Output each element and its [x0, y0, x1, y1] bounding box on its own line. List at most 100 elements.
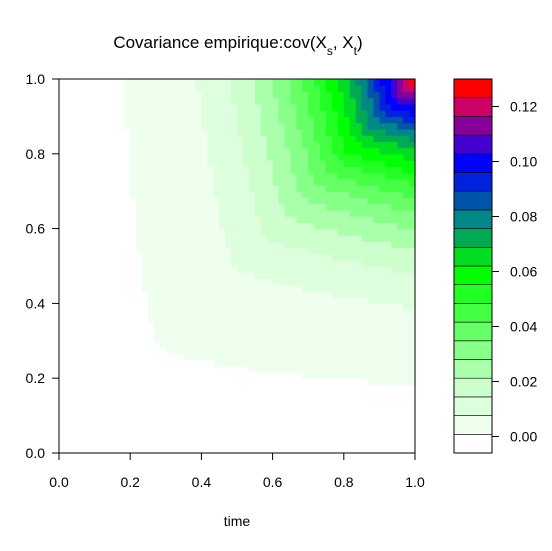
heatmap-cell [124, 128, 131, 136]
heatmap-cell [165, 322, 173, 329]
heatmap-cell [159, 428, 167, 435]
heatmap-cell [177, 396, 185, 404]
heatmap-cell [403, 384, 410, 392]
heatmap-cell [308, 228, 315, 236]
heatmap-cell [76, 322, 84, 329]
heatmap-cell [373, 428, 380, 435]
heatmap-cell [70, 135, 78, 142]
heatmap-cell [266, 415, 274, 423]
heatmap-cell [207, 284, 214, 292]
heatmap-cell [284, 166, 291, 174]
heatmap-cell [207, 353, 214, 361]
heatmap-cell [130, 384, 137, 392]
heatmap-cell [82, 290, 90, 298]
heatmap-cell [225, 234, 232, 242]
heatmap-cell [272, 328, 280, 336]
heatmap-cell [349, 315, 357, 323]
heatmap-cell [165, 365, 173, 373]
heatmap-cell [266, 203, 274, 211]
heatmap-cell [373, 315, 380, 323]
heatmap-cell [296, 434, 303, 442]
heatmap-cell [302, 97, 309, 105]
heatmap-cell [403, 228, 410, 236]
heatmap-cell [106, 272, 113, 280]
heatmap-cell [320, 110, 327, 117]
heatmap-cell [391, 440, 398, 448]
heatmap-cell [183, 85, 191, 93]
heatmap-cell [64, 122, 72, 130]
heatmap-cell [397, 421, 404, 429]
heatmap-cell [94, 259, 102, 267]
heatmap-cell [189, 390, 197, 398]
heatmap-cell [409, 234, 416, 242]
heatmap-cell [213, 322, 220, 329]
heatmap-cell [112, 315, 119, 323]
heatmap-cell [82, 147, 90, 155]
heatmap-cell [136, 191, 143, 199]
heatmap-cell [237, 322, 244, 329]
heatmap-cell [100, 340, 108, 348]
heatmap-cell [284, 122, 291, 130]
heatmap-cell [248, 128, 256, 136]
heatmap-cell [314, 446, 321, 454]
heatmap-cell [355, 284, 363, 292]
heatmap-cell [320, 322, 327, 329]
heatmap-cell [70, 378, 78, 386]
heatmap-cell [373, 353, 380, 361]
heatmap-cell [165, 303, 173, 311]
heatmap-cell [343, 141, 351, 149]
heatmap-cell [314, 290, 321, 298]
heatmap-cell [331, 259, 339, 267]
heatmap-cell [130, 253, 137, 261]
heatmap-cell [314, 259, 321, 267]
heatmap-cell [278, 415, 286, 423]
heatmap-cell [320, 172, 327, 180]
heatmap-cell [201, 184, 208, 192]
heatmap-cell [124, 278, 131, 286]
heatmap-cell [231, 147, 238, 155]
heatmap-cell [82, 328, 90, 336]
heatmap-cell [106, 197, 113, 205]
heatmap-cell [242, 340, 250, 348]
heatmap-cell [409, 178, 416, 186]
heatmap-cell [189, 191, 197, 199]
heatmap-cell [94, 440, 102, 448]
heatmap-cell [177, 222, 185, 230]
heatmap-cell [100, 284, 108, 292]
heatmap-cell [70, 328, 78, 336]
heatmap-cell [231, 216, 238, 223]
heatmap-cell [118, 297, 125, 304]
heatmap-cell [337, 79, 345, 86]
heatmap-cell [231, 340, 238, 348]
heatmap-cell [231, 315, 238, 323]
heatmap-cell [70, 184, 78, 192]
heatmap-cell [213, 359, 220, 367]
heatmap-cell [201, 284, 208, 292]
heatmap-cell [254, 209, 262, 217]
heatmap-cell [272, 284, 280, 292]
heatmap-cell [385, 241, 392, 248]
heatmap-cell [320, 234, 327, 242]
heatmap-cell [225, 315, 232, 323]
heatmap-cell [59, 403, 66, 410]
heatmap-cell [308, 384, 315, 392]
heatmap-cell [254, 241, 262, 248]
heatmap-cell [331, 85, 339, 93]
heatmap-cell [136, 378, 143, 386]
heatmap-cell [213, 315, 220, 323]
heatmap-cell [148, 141, 155, 149]
heatmap-cell [225, 390, 232, 398]
heatmap-cell [225, 322, 232, 329]
heatmap-cell [367, 184, 375, 192]
heatmap-cell [361, 128, 369, 136]
heatmap-cell [213, 191, 220, 199]
heatmap-cell [153, 272, 161, 280]
heatmap-cell [76, 234, 84, 242]
heatmap-cell [183, 135, 191, 142]
heatmap-cell [343, 434, 351, 442]
heatmap-cell [308, 415, 315, 423]
heatmap-cell [201, 79, 208, 86]
heatmap-cell [171, 203, 179, 211]
heatmap-cell [142, 259, 149, 267]
heatmap-cell [409, 390, 416, 398]
